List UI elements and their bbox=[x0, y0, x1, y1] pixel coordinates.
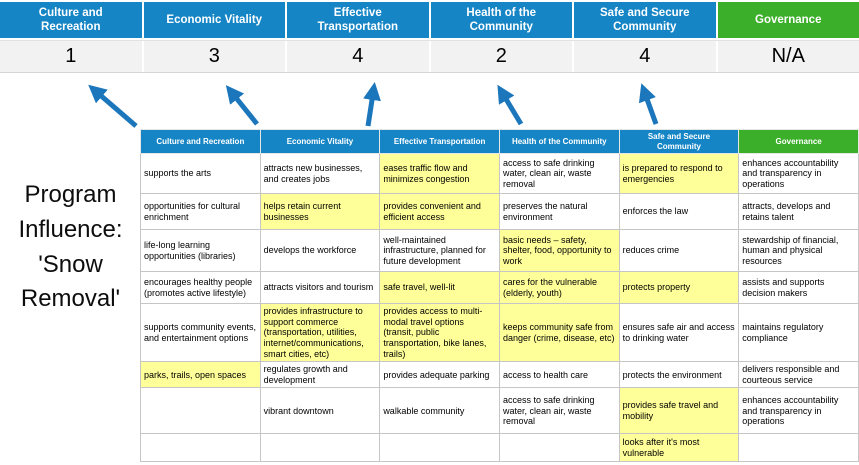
matrix-cell: provides safe travel and mobility bbox=[618, 387, 740, 435]
matrix-cell: basic needs – safety, shelter, food, opp… bbox=[498, 229, 620, 273]
matrix-cell-empty bbox=[738, 433, 859, 463]
matrix-row: supports community events, and entertain… bbox=[140, 303, 859, 363]
scoreboard-headers: Culture and Recreation Economic Vitality… bbox=[0, 2, 859, 38]
scoreboard-header-transportation: Effective Transportation bbox=[287, 2, 429, 38]
matrix-cell: attracts, develops and retains talent bbox=[738, 193, 859, 231]
matrix-row: opportunities for cultural enrichment hel… bbox=[140, 193, 859, 231]
influence-arrows bbox=[88, 82, 659, 128]
matrix-header-economic: Economic Vitality bbox=[259, 128, 381, 155]
matrix-cell-empty bbox=[379, 433, 500, 463]
scoreboard-scores: 1 3 4 2 4 N/A bbox=[0, 40, 859, 73]
score-safety: 4 bbox=[574, 41, 718, 72]
arrow-transportation-icon bbox=[363, 82, 381, 127]
matrix-cell-empty bbox=[140, 433, 261, 463]
score-transportation: 4 bbox=[287, 41, 431, 72]
matrix-cell: delivers responsible and courteous servi… bbox=[738, 361, 859, 389]
matrix-row: vibrant downtown walkable community access… bbox=[140, 387, 859, 435]
matrix-cell: access to safe drinking water, clean air… bbox=[498, 153, 620, 195]
program-title: Program Influence: 'Snow Removal' bbox=[18, 181, 123, 313]
scoreboard-header-culture: Culture and Recreation bbox=[0, 2, 142, 38]
matrix-cell: preserves the natural environment bbox=[498, 193, 620, 231]
matrix-cell: walkable community bbox=[379, 387, 500, 435]
matrix-header-transportation: Effective Transportation bbox=[379, 128, 500, 155]
matrix-row: parks, trails, open spaces regulates grow… bbox=[140, 361, 859, 389]
matrix-cell-empty bbox=[259, 433, 381, 463]
matrix-cell: reduces crime bbox=[618, 229, 740, 273]
matrix-cell: enhances accountability and transparency… bbox=[738, 153, 859, 195]
score-economic: 3 bbox=[144, 41, 287, 72]
matrix-cell: parks, trails, open spaces bbox=[140, 361, 261, 389]
matrix-cell-empty bbox=[140, 387, 261, 435]
matrix-cell: assists and supports decision makers bbox=[738, 271, 859, 305]
matrix-cell: is prepared to respond to emergencies bbox=[618, 153, 740, 195]
matrix-header-culture: Culture and Recreation bbox=[140, 128, 261, 155]
matrix-row: life-long learning opportunities (librar… bbox=[140, 229, 859, 273]
score-health: 2 bbox=[431, 41, 574, 72]
matrix-cell: looks after it's most vulnerable bbox=[618, 433, 740, 463]
matrix-header-row: Culture and Recreation Economic Vitality… bbox=[140, 128, 859, 155]
matrix-cell: well-maintained infrastructure, planned … bbox=[379, 229, 500, 273]
matrix-cell: keeps community safe from danger (crime,… bbox=[498, 303, 620, 363]
matrix-cell: stewardship of financial, human and phys… bbox=[738, 229, 859, 273]
matrix-cell: protects the environment bbox=[618, 361, 740, 389]
scoreboard-header-health: Health of the Community bbox=[430, 2, 572, 38]
matrix-cell: maintains regulatory compliance bbox=[738, 303, 859, 363]
matrix-header-health: Health of the Community bbox=[498, 128, 620, 155]
matrix-header-safety: Safe and Secure Community bbox=[618, 128, 740, 155]
matrix-cell: life-long learning opportunities (librar… bbox=[140, 229, 261, 273]
matrix-cell: supports community events, and entertain… bbox=[140, 303, 261, 363]
matrix-row: looks after it's most vulnerable bbox=[140, 433, 859, 463]
arrow-economic-icon bbox=[225, 85, 259, 126]
arrow-health-icon bbox=[497, 84, 524, 126]
matrix-cell: opportunities for cultural enrichment bbox=[140, 193, 261, 231]
matrix-cell: protects property bbox=[618, 271, 740, 305]
matrix-body: supports the arts attracts new businesses… bbox=[140, 153, 859, 463]
matrix-cell: regulates growth and development bbox=[259, 361, 381, 389]
matrix-cell: supports the arts bbox=[140, 153, 261, 195]
matrix-cell-empty bbox=[498, 433, 620, 463]
matrix-cell: access to health care bbox=[498, 361, 620, 389]
arrow-safety-icon bbox=[638, 83, 659, 125]
scoreboard-header-governance: Governance bbox=[717, 2, 859, 38]
matrix-cell: vibrant downtown bbox=[259, 387, 381, 435]
matrix-cell: provides infrastructure to support comme… bbox=[259, 303, 381, 363]
scoreboard-header-safety: Safe and Secure Community bbox=[574, 2, 716, 38]
matrix-cell: helps retain current businesses bbox=[259, 193, 381, 231]
matrix-cell: cares for the vulnerable (elderly, youth… bbox=[498, 271, 620, 305]
score-culture: 1 bbox=[0, 41, 144, 72]
matrix-cell: ensures safe air and access to drinking … bbox=[618, 303, 740, 363]
matrix-cell: develops the workforce bbox=[259, 229, 381, 273]
matrix-cell: eases traffic flow and minimizes congest… bbox=[379, 153, 500, 195]
influence-matrix: Culture and Recreation Economic Vitality… bbox=[140, 128, 859, 463]
matrix-cell: safe travel, well-lit bbox=[379, 271, 500, 305]
matrix-cell: provides adequate parking bbox=[379, 361, 500, 389]
matrix-cell: access to safe drinking water, clean air… bbox=[498, 387, 620, 435]
matrix-cell: provides access to multi-modal travel op… bbox=[379, 303, 500, 363]
matrix-header-governance: Governance bbox=[738, 128, 859, 155]
matrix-cell: encourages healthy people (promotes acti… bbox=[140, 271, 261, 305]
matrix-cell: attracts visitors and tourism bbox=[259, 271, 381, 305]
arrow-culture-icon bbox=[88, 84, 138, 128]
matrix-cell: provides convenient and efficient access bbox=[379, 193, 500, 231]
matrix-row: supports the arts attracts new businesses… bbox=[140, 153, 859, 195]
matrix-cell: attracts new businesses, and creates job… bbox=[259, 153, 381, 195]
matrix-cell: enforces the law bbox=[618, 193, 740, 231]
matrix-cell: enhances accountability and transparency… bbox=[738, 387, 859, 435]
matrix-row: encourages healthy people (promotes acti… bbox=[140, 271, 859, 305]
score-governance: N/A bbox=[771, 45, 805, 67]
scoreboard-header-economic: Economic Vitality bbox=[143, 2, 285, 38]
